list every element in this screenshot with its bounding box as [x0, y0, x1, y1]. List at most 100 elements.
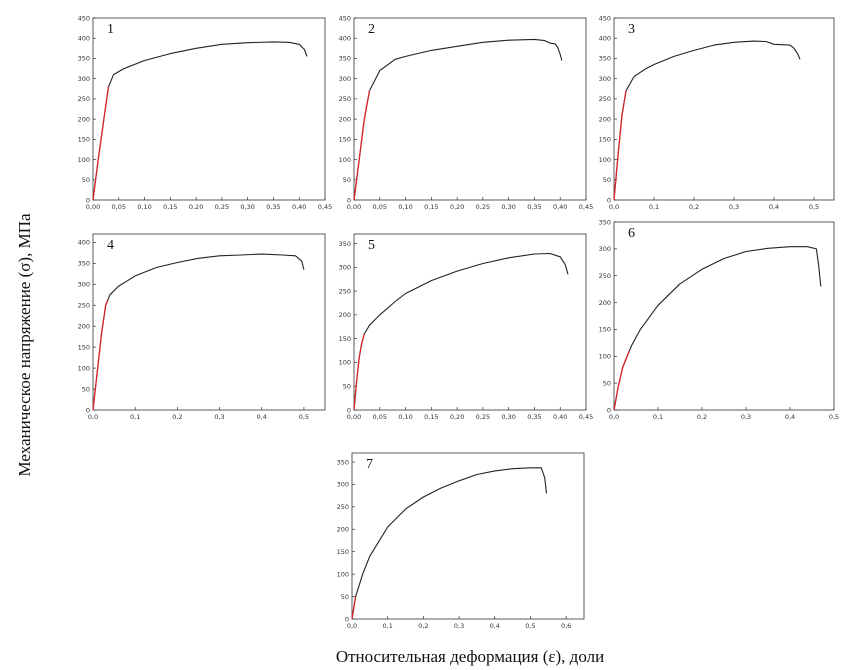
x-tick-label: 0,2: [418, 622, 428, 630]
y-tick-label: 250: [78, 302, 90, 310]
y-tick-label: 200: [599, 299, 611, 307]
y-tick-label: 200: [339, 311, 351, 319]
y-tick-label: 100: [599, 156, 611, 164]
x-tick-label: 0,10: [137, 203, 151, 211]
y-tick-label: 300: [599, 75, 611, 83]
panel-number-label: 3: [628, 22, 635, 37]
x-tick-label: 0,4: [785, 413, 795, 421]
x-tick-label: 0,10: [398, 413, 412, 421]
plot-frame: [92, 17, 326, 201]
y-tick-label: 100: [599, 353, 611, 361]
y-tick-label: 250: [337, 503, 349, 511]
x-tick-label: 0,3: [729, 203, 739, 211]
y-tick-label: 100: [339, 156, 351, 164]
y-tick-label: 300: [599, 245, 611, 253]
y-tick-label: 250: [339, 287, 351, 295]
x-tick-label: 0,4: [257, 413, 267, 421]
x-tick-label: 0,1: [130, 413, 140, 421]
x-tick-label: 0,0: [609, 203, 619, 211]
x-tick-label: 0,40: [292, 203, 306, 211]
y-tick-label: 300: [339, 75, 351, 83]
x-tick-label: 0,25: [215, 203, 229, 211]
plot-frame: [613, 221, 835, 411]
x-tick-label: 0,20: [189, 203, 203, 211]
x-tick-label: 0,6: [561, 622, 571, 630]
chart-panel-5: 0,00 0,05 0,10 0,15 0,20 0,25 0,30 0,35 0,40 0,45…: [339, 233, 593, 421]
y-tick-label: 450: [599, 14, 611, 22]
y-tick-label: 50: [603, 379, 611, 387]
elastic-segment-line: [613, 350, 631, 411]
y-tick-label: 150: [337, 548, 349, 556]
plot-frame: [353, 17, 587, 201]
x-tick-label: 0,45: [579, 413, 593, 421]
chart-panel-2: 0,00 0,05 0,10 0,15 0,20 0,25 0,30 0,35 0,40 0,45…: [339, 14, 594, 211]
y-tick-label: 150: [599, 136, 611, 144]
x-tick-label: 0,3: [454, 622, 464, 630]
x-tick-label: 0,45: [579, 203, 593, 211]
x-tick-label: 0,2: [172, 413, 182, 421]
chart-panel-3: 0,0 0,1 0,2 0,3 0,4 0,5 0 50 100 150 200 250 300 350 4…: [599, 14, 835, 211]
y-tick-label: 250: [78, 95, 90, 103]
x-tick-label: 0,0: [347, 622, 357, 630]
panel-number-label: 5: [368, 238, 375, 253]
elastic-segment-line: [92, 299, 109, 411]
x-tick-label: 0,20: [450, 203, 464, 211]
x-tick-label: 0,40: [553, 413, 567, 421]
y-tick-label: 400: [78, 239, 90, 247]
x-tick-label: 0,30: [501, 413, 515, 421]
x-tick-label: 0,0: [88, 413, 98, 421]
x-tick-label: 0,00: [347, 413, 361, 421]
x-tick-label: 0,15: [424, 203, 438, 211]
x-tick-label: 0,30: [501, 203, 515, 211]
plot-frame: [351, 452, 585, 620]
y-tick-label: 150: [78, 136, 90, 144]
x-tick-label: 0,3: [741, 413, 751, 421]
x-tick-label: 0,15: [163, 203, 177, 211]
y-tick-label: 50: [82, 176, 90, 184]
y-tick-label: 0: [347, 406, 351, 414]
x-tick-label: 0,1: [649, 203, 659, 211]
y-tick-label: 0: [607, 406, 611, 414]
y-tick-label: 0: [86, 406, 90, 414]
y-tick-label: 250: [339, 95, 351, 103]
x-tick-label: 0,5: [299, 413, 309, 421]
x-tick-label: 0,35: [527, 203, 541, 211]
stress-strain-curve: [92, 253, 305, 411]
y-tick-label: 50: [343, 176, 351, 184]
y-tick-label: 100: [78, 364, 90, 372]
stress-strain-curve: [351, 467, 548, 620]
chart-panel-4: 0,0 0,1 0,2 0,3 0,4 0,5 0 50 100 150 200 250 300 350 4…: [78, 233, 326, 421]
panel-number-label: 2: [368, 22, 375, 37]
x-tick-label: 0,00: [86, 203, 100, 211]
elastic-segment-line: [613, 90, 627, 201]
y-tick-label: 350: [339, 55, 351, 63]
y-tick-label: 50: [343, 383, 351, 391]
x-axis-title: Относительная деформация (ε), доли: [336, 647, 604, 666]
y-tick-label: 300: [337, 481, 349, 489]
y-tick-label: 100: [337, 570, 349, 578]
y-tick-label: 100: [339, 359, 351, 367]
y-tick-label: 150: [339, 136, 351, 144]
y-tick-label: 200: [78, 322, 90, 330]
stress-strain-curve: [92, 41, 308, 201]
y-tick-label: 0: [347, 196, 351, 204]
y-tick-label: 450: [339, 14, 351, 22]
chart-panel-6: 0,0 0,1 0,2 0,3 0,4 0,5 0 50 100 150 200 250 300 350 6: [599, 218, 840, 421]
y-tick-label: 400: [599, 35, 611, 43]
panel-number-label: 6: [628, 226, 635, 241]
y-tick-label: 150: [339, 335, 351, 343]
stress-strain-curve: [353, 38, 563, 201]
y-tick-label: 0: [607, 196, 611, 204]
y-tick-label: 250: [599, 272, 611, 280]
y-tick-label: 350: [78, 55, 90, 63]
x-tick-label: 0,25: [476, 413, 490, 421]
y-tick-label: 350: [599, 55, 611, 63]
x-tick-label: 0,40: [553, 203, 567, 211]
y-tick-label: 350: [339, 240, 351, 248]
y-tick-label: 50: [341, 593, 349, 601]
chart-panel-1: 0,00 0,05 0,10 0,15 0,20 0,25 0,30 0,35 0,40 0,45…: [78, 14, 333, 211]
x-tick-label: 0,30: [240, 203, 254, 211]
panel-number-label: 4: [107, 238, 114, 253]
y-tick-label: 100: [78, 156, 90, 164]
